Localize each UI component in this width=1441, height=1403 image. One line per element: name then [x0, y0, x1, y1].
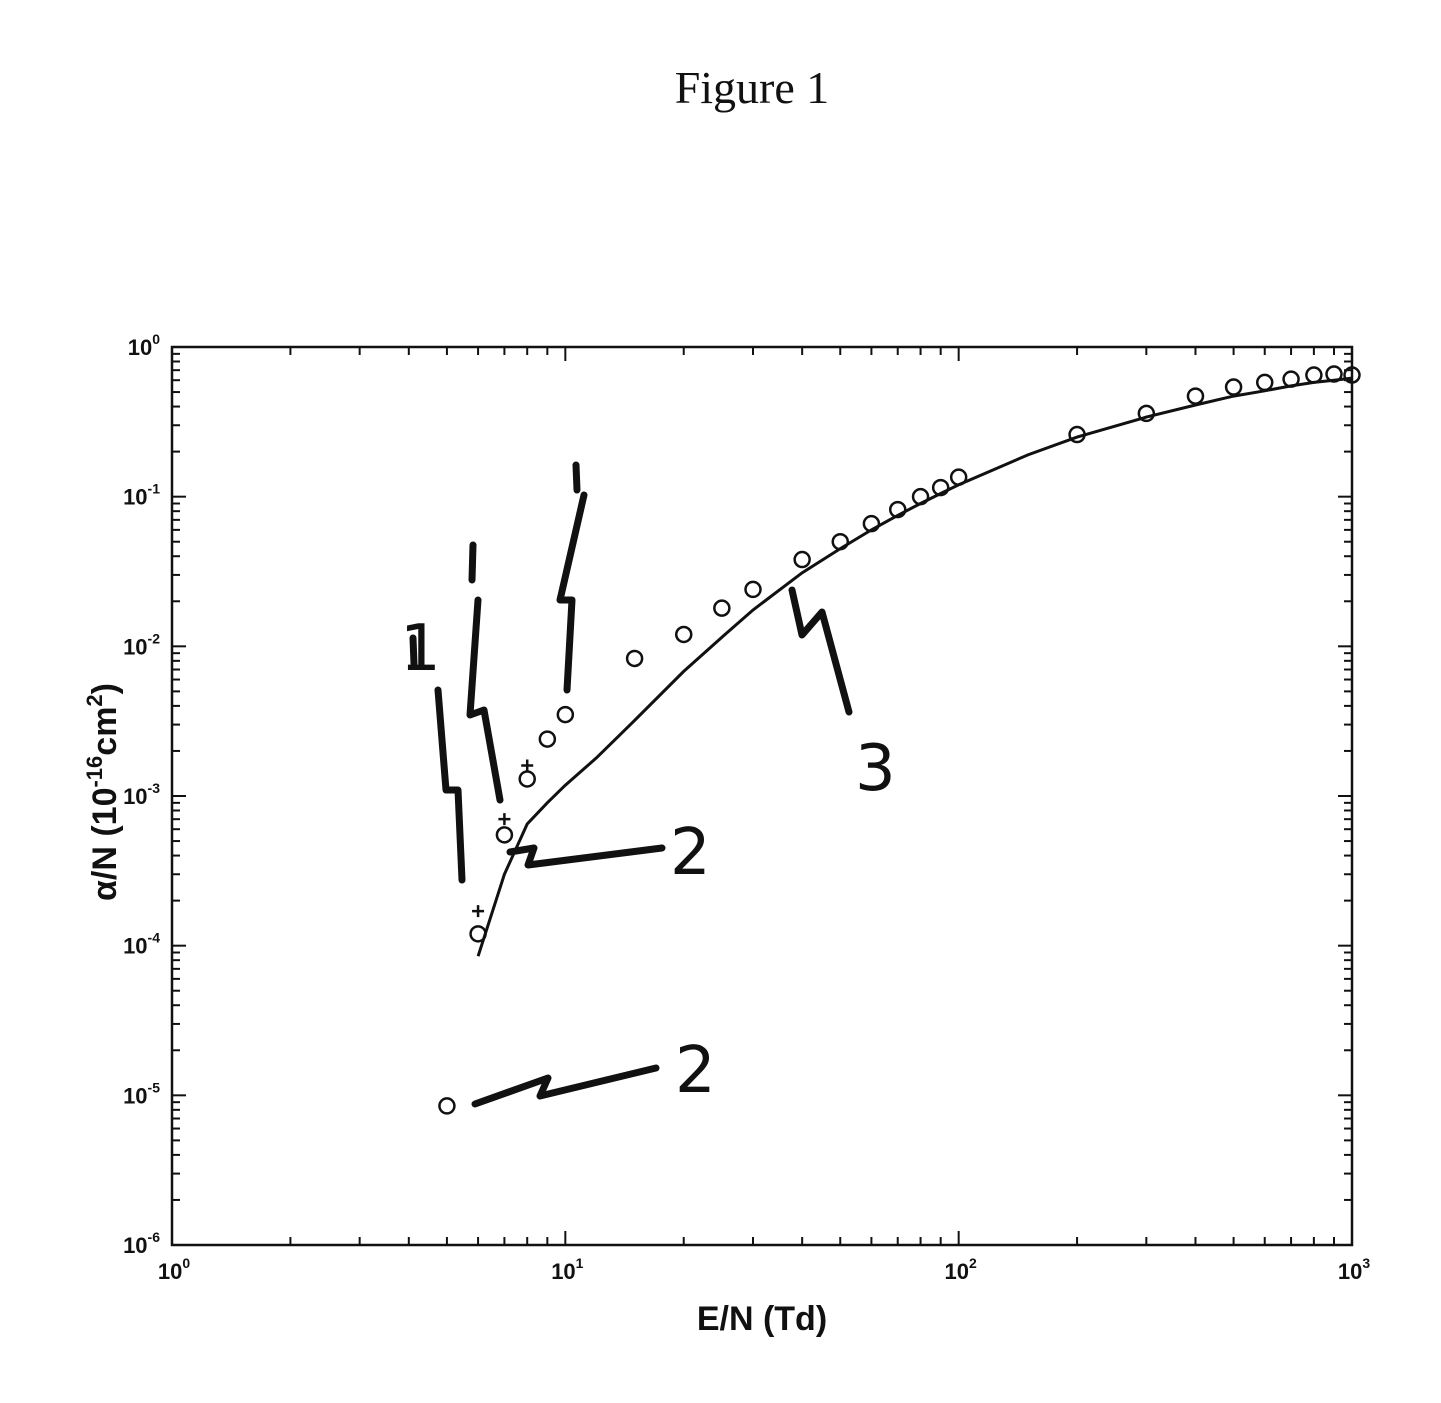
- y-tick-label-exp: -2: [148, 630, 161, 646]
- data-point-circle: [1306, 368, 1321, 383]
- x-tick-label-base: 10: [945, 1259, 969, 1284]
- data-point-circle: [520, 771, 535, 786]
- x-tick-label: 103: [1338, 1255, 1370, 1284]
- data-point-circle: [714, 601, 729, 616]
- y-tick-label-exp: -3: [148, 780, 161, 796]
- y-tick-marks: [172, 347, 1352, 1245]
- leader-line-1-dot2: [576, 465, 577, 490]
- data-point-circle: [558, 707, 573, 722]
- reference-numeral-2-lower: 2: [675, 1034, 716, 1108]
- y-tick-labels: 10-610-510-410-310-210-1100: [123, 331, 160, 1258]
- data-point-circle: [795, 552, 810, 567]
- reference-numeral-2-upper: 2: [670, 816, 711, 890]
- x-tick-label-exp: 2: [969, 1255, 977, 1271]
- x-tick-marks: [172, 347, 1352, 1245]
- y-tick-label: 10-5: [123, 1079, 160, 1108]
- data-point-circle: [951, 470, 966, 485]
- y-axis-label-exp2: 2: [82, 694, 107, 706]
- leader-line-1c: [560, 495, 584, 690]
- plot-area: 100101102103 10-610-510-410-310-210-1100: [123, 331, 1370, 1284]
- leader-line-1b: [470, 600, 500, 800]
- data-point-plus: [521, 759, 533, 771]
- reference-numeral-3: 3: [855, 732, 896, 806]
- y-tick-label: 10-4: [123, 930, 160, 959]
- data-point-circle: [471, 926, 486, 941]
- leader-line-1-dot1: [472, 545, 473, 580]
- x-axis-label: E/N (Td): [697, 1300, 827, 1338]
- y-tick-label: 10-2: [123, 630, 160, 659]
- data-point-circle: [1139, 406, 1154, 421]
- data-point-plus: [472, 905, 484, 917]
- data-point-circle: [627, 651, 642, 666]
- y-tick-label-exp: -5: [148, 1079, 161, 1095]
- y-axis-label: α/N (10-16cm2): [82, 683, 124, 901]
- data-point-plus: [498, 813, 510, 825]
- x-tick-labels: 100101102103: [158, 1255, 1370, 1284]
- data-point-circle: [676, 627, 691, 642]
- x-tick-label-base: 10: [158, 1259, 182, 1284]
- y-tick-label: 10-3: [123, 780, 160, 809]
- y-tick-label-base: 10: [123, 1083, 147, 1108]
- y-tick-label-exp: -1: [148, 481, 161, 497]
- y-axis-label-prefix: α/N (10: [86, 788, 124, 902]
- y-tick-label-base: 10: [128, 335, 152, 360]
- reference-annotations: [413, 465, 849, 1104]
- data-point-circle: [1188, 389, 1203, 404]
- leader-line-2-lower: [475, 1068, 656, 1104]
- y-tick-label: 100: [128, 331, 160, 360]
- y-tick-label: 10-6: [123, 1229, 160, 1258]
- data-point-circle: [746, 582, 761, 597]
- y-tick-label: 10-1: [123, 481, 160, 510]
- y-tick-label-exp: -4: [148, 930, 161, 946]
- reference-numeral-1: 1: [400, 612, 441, 686]
- leader-line-2-upper: [510, 848, 662, 865]
- data-point-circle: [1226, 380, 1241, 395]
- x-tick-label: 100: [158, 1255, 190, 1284]
- x-tick-label-exp: 3: [1362, 1255, 1370, 1271]
- series-line: [478, 378, 1352, 956]
- leader-line-3: [792, 590, 849, 712]
- series-pluses: [472, 759, 533, 917]
- data-point-circle: [1257, 375, 1272, 390]
- x-tick-label-exp: 1: [576, 1255, 584, 1271]
- x-tick-label-base: 10: [551, 1259, 575, 1284]
- y-axis-label-suffix: ): [86, 683, 124, 694]
- y-axis-label-mid: cm: [86, 707, 124, 756]
- x-tick-label: 101: [551, 1255, 583, 1284]
- plot-frame: [172, 347, 1352, 1245]
- data-point-circle: [1284, 372, 1299, 387]
- leader-line-1a: [438, 690, 462, 880]
- y-tick-label-base: 10: [123, 1233, 147, 1258]
- y-tick-label-base: 10: [123, 934, 147, 959]
- data-point-circle: [540, 732, 555, 747]
- figure-title: Figure 1: [675, 62, 830, 113]
- y-axis-label-exp1: -16: [82, 756, 107, 788]
- data-point-circle: [439, 1098, 454, 1113]
- y-tick-label-base: 10: [123, 485, 147, 510]
- data-point-circle: [497, 827, 512, 842]
- y-tick-label-base: 10: [123, 634, 147, 659]
- y-tick-label-base: 10: [123, 784, 147, 809]
- x-tick-label-exp: 0: [182, 1255, 190, 1271]
- y-tick-label-exp: -6: [148, 1229, 161, 1245]
- x-tick-label: 102: [945, 1255, 977, 1284]
- x-tick-label-base: 10: [1338, 1259, 1362, 1284]
- y-tick-label-exp: 0: [152, 331, 160, 347]
